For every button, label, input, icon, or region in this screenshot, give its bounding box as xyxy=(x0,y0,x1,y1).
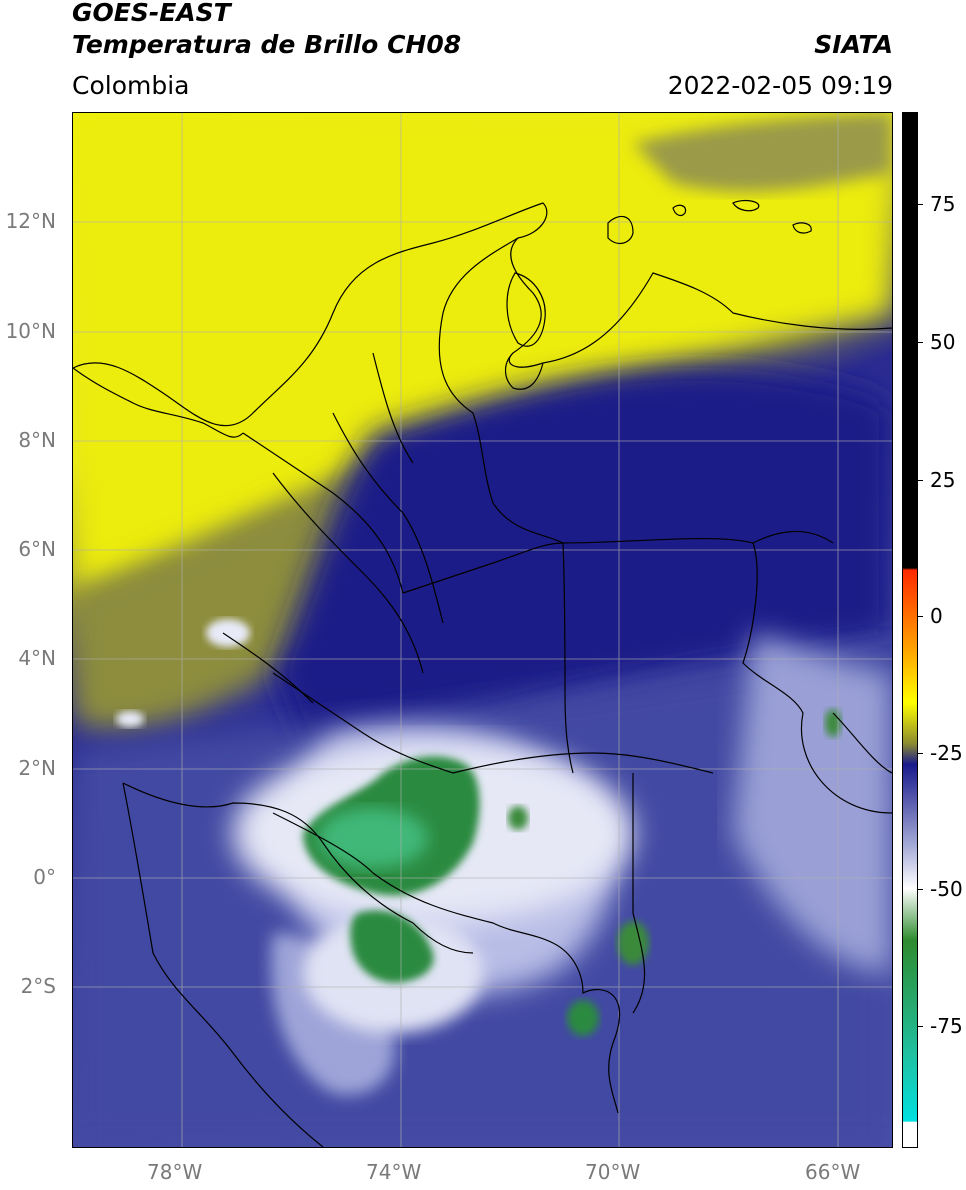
colorbar xyxy=(902,112,918,1148)
lon-label-70w: 70°W xyxy=(585,1160,641,1184)
lat-label-2s: 2°S xyxy=(20,974,56,998)
lat-label-10n: 10°N xyxy=(5,319,56,343)
colorbar-label-75: 75 xyxy=(930,192,956,216)
satellite-map xyxy=(72,112,893,1148)
colorbar-label-minus-75: -75 xyxy=(930,1014,963,1038)
lat-label-0: 0° xyxy=(33,865,56,889)
lat-label-12n: 12°N xyxy=(5,209,56,233)
colorbar-label-25: 25 xyxy=(930,468,956,492)
brand-label: SIATA xyxy=(814,30,893,59)
timestamp-label: 2022-02-05 09:19 xyxy=(667,71,893,100)
lat-label-2n: 2°N xyxy=(18,756,56,780)
lat-label-4n: 4°N xyxy=(18,646,56,670)
colorbar-tick-mark xyxy=(918,480,923,481)
colorbar-tick-mark xyxy=(918,753,923,754)
lat-label-6n: 6°N xyxy=(18,537,56,561)
region-label: Colombia xyxy=(72,71,190,100)
colorbar-tick-mark xyxy=(918,204,923,205)
colorbar-label-minus-25: -25 xyxy=(930,741,963,765)
lon-label-66w: 66°W xyxy=(805,1160,861,1184)
brightness-temperature-field xyxy=(73,113,892,1147)
lon-label-74w: 74°W xyxy=(366,1160,422,1184)
title-satellite: GOES-EAST xyxy=(72,0,231,27)
colorbar-tick-mark xyxy=(918,616,923,617)
title-product: Temperatura de Brillo CH08 xyxy=(72,30,462,59)
colorbar-tick-mark xyxy=(918,342,923,343)
colorbar-label-0: 0 xyxy=(930,604,943,628)
colorbar-label-50: 50 xyxy=(930,330,956,354)
colorbar-tick-mark xyxy=(918,1026,923,1027)
lat-label-8n: 8°N xyxy=(18,428,56,452)
colorbar-tick-mark xyxy=(918,889,923,890)
lon-label-78w: 78°W xyxy=(147,1160,203,1184)
colorbar-label-minus-50: -50 xyxy=(930,877,963,901)
boundaries xyxy=(73,199,892,1147)
